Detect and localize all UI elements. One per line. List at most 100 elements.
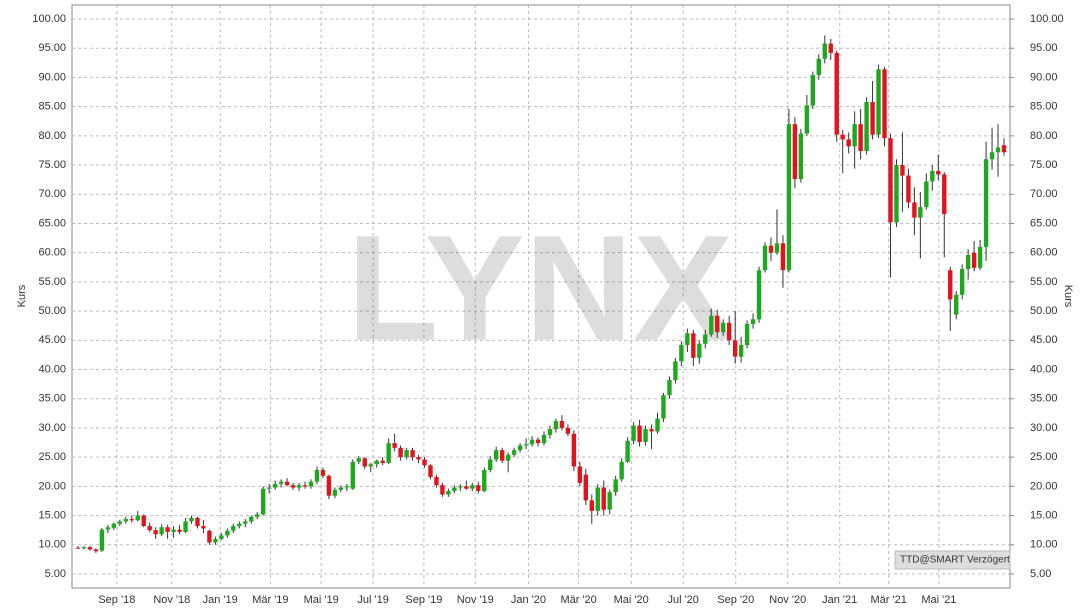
y2-tick-label: 50.00 [1030,305,1058,317]
candle-body [906,175,911,203]
y2-tick-label: 70.00 [1030,188,1058,200]
candle-body [266,487,272,489]
y-tick-label: 35.00 [38,393,66,405]
candle-body [989,152,995,160]
candle-body [595,487,600,511]
candle-body [571,433,577,467]
x-tick-label: Nov '18 [153,594,190,606]
candle-body [493,450,499,460]
watermark: LYNX [347,204,733,372]
candle-body [816,58,821,76]
candle-body [1001,145,1007,153]
candle-body [834,52,839,135]
x-tick-label: Jan '20 [511,594,546,606]
plot-area [71,4,1011,589]
candle-body [954,294,959,315]
candle-body [201,526,206,529]
y2-tick-label: 55.00 [1030,276,1058,288]
candle-body [302,485,308,487]
candle-body [416,457,421,460]
candle-body [732,340,738,357]
y-tick-label: 80.00 [38,130,66,142]
candle-body [971,252,977,268]
candle-body [505,454,511,461]
candle-body [828,43,833,53]
y-tick-label: 75.00 [38,159,66,171]
candle-body [798,133,804,180]
candle-body [553,420,559,430]
candle-body [99,529,105,551]
candle-body [105,527,111,530]
candle-body [410,450,415,458]
candle-body [338,487,344,490]
candle-body [637,425,642,442]
x-tick-label: Sep '19 [405,594,442,606]
candle-body [703,334,708,344]
candle-body [464,486,469,489]
candle-body [792,124,798,180]
candle-body [261,488,266,515]
candle-body [900,165,905,176]
candle-body [476,485,481,492]
x-tick-label: Mär '21 [871,594,907,606]
candle-body [870,101,875,135]
candle-body [296,485,302,488]
candle-body [231,526,236,531]
candle-body [380,460,385,463]
candle-body [840,134,845,140]
candle-body [434,477,439,486]
candle-body [517,445,523,451]
candle-body [852,124,857,147]
candle-body [308,481,314,487]
candle-body [440,485,445,495]
candle-body [846,139,851,147]
candle-body [332,489,338,496]
candle-body [726,322,732,341]
y-tick-label: 100.00 [32,13,66,25]
candle-body [607,492,612,510]
y2-tick-label: 5.00 [1030,568,1051,580]
y-tick-label: 90.00 [38,71,66,83]
candle-body [691,333,696,358]
candle-body [272,484,278,488]
candle-body [255,514,260,517]
candle-body [207,530,212,543]
candle-body [350,461,356,489]
candle-body [667,380,672,396]
candle-body [452,487,457,492]
x-tick-label: Mai '19 [304,594,339,606]
candle-body [87,547,93,550]
candle-body [147,526,152,531]
candle-body [709,315,714,335]
candle-body [123,519,128,522]
candle-body [177,529,182,532]
candle-body [750,319,756,324]
candle-body [673,361,678,381]
candle-body [404,450,409,458]
y2-tick-label: 45.00 [1030,334,1058,346]
candle-body [183,521,188,532]
candle-body [470,485,475,489]
x-tick-label: Mär '19 [252,594,288,606]
candle-body [756,270,762,320]
candle-body [249,516,254,522]
candle-body [983,159,989,247]
candle-body [631,425,636,441]
candle-body [165,527,170,532]
y2-tick-label: 65.00 [1030,217,1058,229]
y-tick-label: 85.00 [38,101,66,113]
candle-body [529,439,535,445]
candle-body [129,519,134,521]
candle-body [398,447,403,458]
candle-body [314,469,320,482]
candle-body [488,459,493,470]
source-label: TTD@SMART Verzögert [900,555,1010,566]
candle-body [171,529,176,532]
y-tick-label: 45.00 [38,334,66,346]
candle-body [619,461,624,480]
candle-body [936,170,941,175]
candle-body [804,105,810,134]
candle-body [948,270,953,300]
candle-body [768,245,774,253]
